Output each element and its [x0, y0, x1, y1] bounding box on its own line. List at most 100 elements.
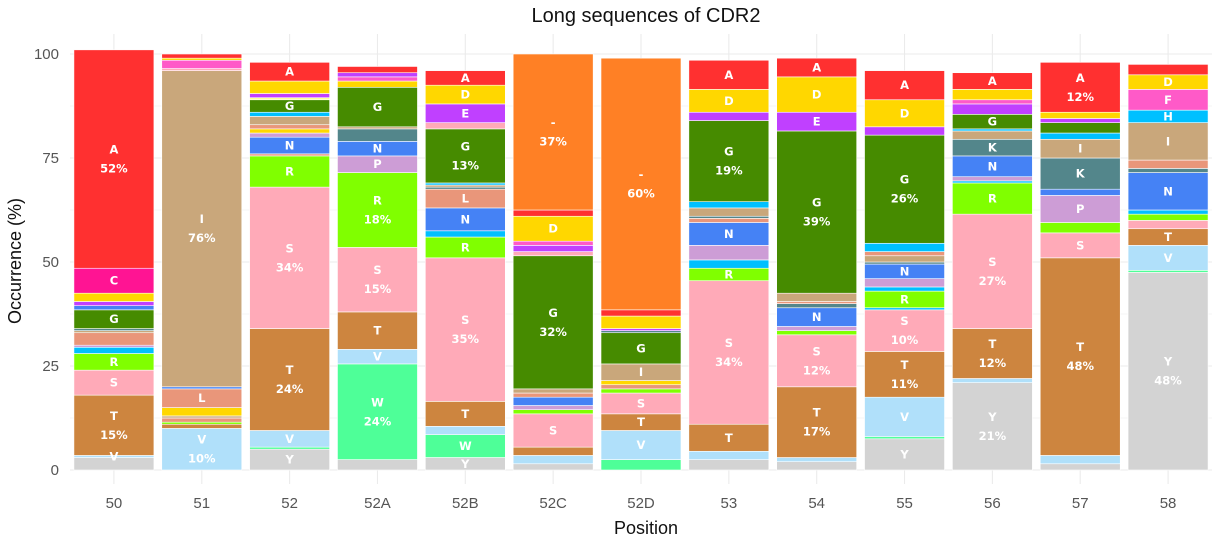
y-tick-label: 50	[42, 254, 59, 271]
segment-label-52A-R: R	[373, 194, 382, 208]
segment-label-55-V: V	[900, 410, 909, 424]
bar-segment-50-T	[74, 395, 154, 455]
bar-segment-50-H	[74, 347, 154, 353]
bar-segment-58-H	[1128, 210, 1208, 214]
bar-segment-52C-Y	[513, 464, 593, 470]
segment-label-55-N: N	[900, 264, 910, 278]
segment-label-50-A: 52%	[100, 162, 128, 176]
bar-segment-56-S	[952, 214, 1032, 328]
bar-segment-56-Y	[952, 383, 1032, 470]
bar-segment-53-L	[689, 218, 769, 222]
bar-segment-52B-I	[425, 185, 505, 187]
bar-segment-58-S	[1128, 220, 1208, 228]
segment-label-52A-T: T	[374, 324, 382, 338]
bar-segment-57-R	[1040, 222, 1120, 232]
bar-segment-52D-W	[601, 460, 681, 470]
bar-segment-52C-A	[513, 210, 593, 216]
bar-segment-54-I	[777, 293, 857, 301]
segment-label-53-S: S	[725, 336, 733, 350]
segment-label-55-A: A	[900, 78, 909, 92]
bar-segment-52-P	[250, 133, 330, 137]
bar-segment-56-H	[952, 129, 1032, 131]
segment-label-52B-Y: Y	[460, 457, 470, 471]
bar-segment-52-W	[250, 447, 330, 449]
bar-stack-58	[1128, 64, 1208, 470]
y-tick-label: 25	[42, 358, 59, 375]
segment-label-52-G: G	[285, 99, 294, 113]
segment-label-55-G: G	[900, 173, 909, 187]
segment-label-55-Y: Y	[899, 447, 909, 461]
bar-stack-51	[162, 54, 242, 470]
bar-segment-52C-E	[513, 245, 593, 251]
segment-label-54-E: E	[813, 115, 821, 129]
segment-label-50-G: G	[109, 312, 118, 326]
segment-label-52C-G: 32%	[539, 325, 567, 339]
x-tick-label: 52B	[452, 495, 479, 512]
segment-label-51-I: I	[200, 212, 204, 226]
segment-label-54-N: N	[812, 310, 822, 324]
bar-segment-57-Y	[1040, 464, 1120, 470]
segment-label-52B-R: R	[461, 240, 470, 254]
segment-label-52A-G: G	[373, 100, 382, 114]
segment-label-54-G: G	[812, 196, 821, 210]
segment-label-56-S: S	[988, 255, 996, 269]
bar-segment-52C-T	[513, 447, 593, 455]
bar-segment-54-V	[777, 458, 857, 462]
bar-segment-53-K	[689, 216, 769, 218]
bar-segment-52A-E	[337, 73, 417, 77]
segment-label-53-R: R	[724, 267, 733, 281]
segment-label-56-T: 12%	[979, 356, 1007, 370]
bar-segment-54-K	[777, 304, 857, 308]
bar-segment-50-I	[74, 331, 154, 333]
x-tick-label: 52	[281, 495, 298, 512]
bar-segment-52B-H	[425, 231, 505, 237]
bar-segment-52C-S	[513, 252, 593, 256]
segment-label-52-R: R	[285, 165, 294, 179]
segment-label-57-A: A	[1076, 71, 1085, 85]
segment-label-56-T: T	[988, 337, 996, 351]
segment-label-54-S: S	[813, 344, 821, 358]
bar-segment-51-I	[162, 416, 242, 418]
bar-segment-52B-H	[425, 183, 505, 185]
segment-label-52B-W: W	[459, 439, 472, 453]
segment-label-52B-A: A	[461, 71, 470, 85]
bar-segment-52C-I	[513, 389, 593, 393]
bar-segment-52C-P	[513, 406, 593, 410]
bar-segment-52C-V	[513, 455, 593, 463]
bar-segment-52A-Y	[337, 460, 417, 470]
segment-label-52B-D: D	[461, 88, 471, 102]
segment-label-56-Y: 21%	[979, 429, 1007, 443]
segment-label-52C-S: S	[549, 423, 557, 437]
segment-label-50-R: R	[109, 355, 118, 369]
bar-segment-51-N	[162, 387, 242, 389]
segment-label-54-S: 12%	[803, 363, 831, 377]
segment-label-52B-E: E	[461, 106, 469, 120]
bar-segment-52D-D	[601, 381, 681, 385]
segment-label-56-R: R	[988, 192, 997, 206]
segment-label-52D-V: V	[637, 438, 646, 452]
bar-segment-52D-gap	[601, 58, 681, 310]
bar-segment-55-W	[865, 437, 945, 439]
x-tick-label: 56	[984, 495, 1001, 512]
bar-segment-52C-F	[513, 241, 593, 245]
segment-label-53-A: A	[724, 68, 733, 82]
bar-segment-56-E	[952, 104, 1032, 114]
bar-segment-58-R	[1128, 214, 1208, 220]
segment-label-52-T: 24%	[276, 382, 304, 396]
bar-segment-51-S	[162, 69, 242, 71]
segment-label-56-K: K	[988, 141, 998, 155]
segment-label-53-S: 34%	[715, 355, 743, 369]
bar-segment-53-G	[689, 121, 769, 202]
segment-label-55-S: 10%	[891, 333, 919, 347]
segment-label-50-T: 15%	[100, 428, 128, 442]
bar-segment-52B-K	[425, 187, 505, 189]
segment-label-58-F: F	[1164, 93, 1172, 107]
bar-segment-53-V	[689, 451, 769, 459]
segment-label-53-G: G	[724, 145, 733, 159]
bar-segment-52-T	[250, 329, 330, 431]
bar-segment-54-P	[777, 326, 857, 330]
bar-segment-52C-R	[513, 410, 593, 414]
segment-label-52A-P: P	[373, 157, 381, 171]
segment-label-52D-gap: -	[639, 168, 644, 182]
